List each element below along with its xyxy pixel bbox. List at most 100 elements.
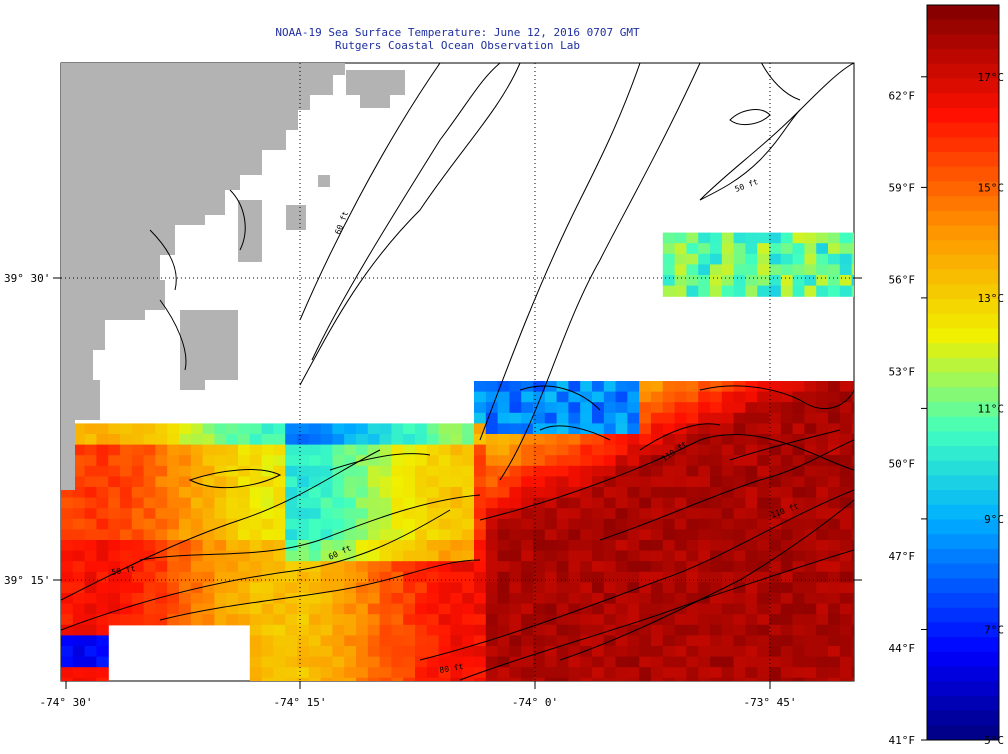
sst-pixel bbox=[627, 593, 640, 605]
sst-pixel bbox=[509, 540, 522, 552]
sst-pixel bbox=[462, 518, 475, 530]
sst-pixel bbox=[592, 465, 605, 477]
sst-pixel bbox=[745, 232, 758, 244]
sst-pixel bbox=[839, 381, 853, 393]
sst-pixel bbox=[462, 508, 475, 520]
sst-pixel bbox=[839, 603, 853, 615]
sst-pixel bbox=[839, 412, 853, 424]
fahrenheit-tick-label: 62°F bbox=[889, 89, 916, 102]
sst-pixel bbox=[120, 603, 133, 615]
sst-pixel bbox=[851, 381, 854, 393]
sst-pixel bbox=[792, 243, 805, 255]
sst-pixel bbox=[344, 593, 357, 605]
sst-pixel bbox=[792, 624, 805, 636]
sst-pixel bbox=[733, 391, 746, 403]
sst-pixel bbox=[261, 518, 274, 530]
sst-pixel bbox=[367, 667, 381, 679]
sst-pixel bbox=[391, 582, 404, 594]
sst-pixel bbox=[662, 476, 676, 488]
sst-pixel bbox=[249, 465, 263, 477]
fahrenheit-tick-label: 41°F bbox=[889, 734, 916, 747]
sst-pixel bbox=[285, 593, 298, 605]
sst-pixel bbox=[344, 487, 357, 499]
sst-pixel bbox=[592, 412, 605, 424]
sst-pixel bbox=[438, 529, 451, 541]
sst-pixel bbox=[839, 264, 853, 276]
sst-pixel bbox=[462, 603, 475, 615]
sst-pixel bbox=[485, 540, 499, 552]
sst-pixel bbox=[509, 455, 522, 467]
sst-pixel bbox=[485, 529, 499, 541]
sst-pixel bbox=[391, 550, 404, 562]
sst-pixel bbox=[521, 603, 534, 615]
sst-pixel-field bbox=[61, 232, 854, 681]
sst-pixel bbox=[816, 423, 829, 435]
sst-pixel bbox=[356, 582, 369, 594]
sst-pixel bbox=[96, 614, 109, 626]
sst-pixel bbox=[308, 444, 322, 456]
sst-pixel bbox=[226, 444, 239, 456]
sst-pixel bbox=[179, 444, 192, 456]
sst-pixel bbox=[686, 646, 699, 658]
sst-pixel bbox=[356, 497, 369, 509]
sst-pixel bbox=[792, 455, 805, 467]
contour-label: 80 ft bbox=[439, 662, 464, 675]
sst-pixel bbox=[757, 540, 770, 552]
sst-pixel bbox=[816, 476, 829, 488]
sst-pixel bbox=[249, 582, 263, 594]
sst-pixel bbox=[474, 487, 487, 499]
sst-pixel bbox=[721, 487, 735, 499]
sst-pixel bbox=[533, 529, 546, 541]
sst-pixel bbox=[733, 253, 746, 265]
sst-pixel bbox=[592, 656, 605, 668]
sst-pixel bbox=[615, 667, 628, 679]
sst-pixel bbox=[190, 614, 204, 626]
sst-pixel bbox=[816, 646, 829, 658]
sst-pixel bbox=[261, 561, 274, 573]
sst-pixel bbox=[698, 646, 711, 658]
sst-pixel bbox=[179, 550, 192, 562]
sst-pixel bbox=[698, 508, 711, 520]
sst-pixel bbox=[686, 285, 699, 297]
sst-pixel bbox=[792, 635, 805, 647]
sst-pixel bbox=[226, 540, 239, 552]
sst-pixel bbox=[757, 646, 770, 658]
sst-pixel bbox=[403, 635, 416, 647]
sst-pixel bbox=[249, 677, 263, 681]
sst-pixel bbox=[367, 497, 381, 509]
sst-pixel bbox=[592, 529, 605, 541]
sst-pixel bbox=[120, 582, 133, 594]
land-mass bbox=[61, 63, 345, 470]
sst-pixel bbox=[615, 476, 628, 488]
colorbar-band bbox=[927, 34, 999, 50]
sst-pixel bbox=[509, 518, 522, 530]
sst-pixel bbox=[568, 667, 581, 679]
sst-pixel bbox=[544, 603, 558, 615]
sst-pixel bbox=[521, 561, 534, 573]
sst-pixel bbox=[745, 646, 758, 658]
sst-pixel bbox=[710, 434, 723, 446]
sst-pixel bbox=[426, 529, 440, 541]
sst-pixel bbox=[828, 582, 841, 594]
sst-pixel bbox=[627, 646, 640, 658]
sst-pixel bbox=[509, 656, 522, 668]
sst-pixel bbox=[816, 529, 829, 541]
sst-pixel bbox=[497, 635, 510, 647]
sst-pixel bbox=[521, 508, 534, 520]
fahrenheit-tick-label: 47°F bbox=[889, 550, 916, 563]
sst-pixel bbox=[580, 656, 593, 668]
sst-pixel bbox=[509, 571, 522, 583]
sst-pixel bbox=[108, 540, 121, 552]
sst-pixel bbox=[792, 476, 805, 488]
sst-pixel bbox=[627, 540, 640, 552]
sst-pixel bbox=[320, 465, 333, 477]
sst-pixel bbox=[462, 677, 475, 681]
sst-pixel bbox=[792, 434, 805, 446]
sst-pixel bbox=[804, 381, 817, 393]
sst-pixel bbox=[497, 497, 510, 509]
sst-pixel bbox=[120, 434, 133, 446]
sst-pixel bbox=[521, 624, 534, 636]
sst-pixel bbox=[533, 476, 546, 488]
sst-pixel bbox=[792, 232, 805, 244]
